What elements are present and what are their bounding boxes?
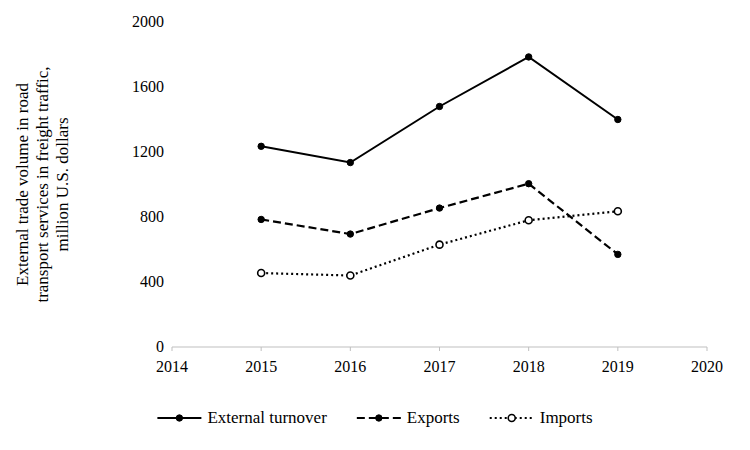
- x-tick: [707, 347, 708, 351]
- legend-marker: [508, 415, 515, 422]
- legend-entry: Exports: [357, 408, 460, 427]
- data-point: [615, 251, 621, 257]
- y-tick-label: 1200: [132, 143, 164, 160]
- legend-label: Exports: [407, 408, 460, 427]
- y-tick-label: 0: [156, 338, 164, 355]
- y-tick-label: 1600: [132, 78, 164, 95]
- data-point: [436, 103, 442, 109]
- data-point: [347, 159, 353, 165]
- x-tick-label: 2015: [245, 358, 277, 375]
- y-tick: [168, 347, 172, 348]
- y-tick-label: 2000: [132, 13, 164, 30]
- x-tick: [261, 347, 262, 351]
- x-tick-label: 2016: [334, 358, 366, 375]
- x-tick-label: 2019: [602, 358, 634, 375]
- data-point: [525, 180, 531, 186]
- legend-marker: [376, 415, 382, 421]
- x-tick: [439, 347, 440, 351]
- y-tick: [168, 152, 172, 153]
- series-line: [261, 184, 618, 255]
- data-point: [436, 205, 442, 211]
- x-tick-label: 2020: [691, 358, 723, 375]
- y-axis-label: million U.S. dollars: [53, 117, 72, 251]
- y-tick: [168, 282, 172, 283]
- legend-entry: External turnover: [157, 408, 327, 427]
- x-tick: [617, 347, 618, 351]
- x-tick-label: 2018: [513, 358, 545, 375]
- series-line: [261, 211, 618, 275]
- y-tick: [168, 22, 172, 23]
- data-point: [347, 231, 353, 237]
- data-point: [436, 241, 443, 248]
- data-point: [614, 208, 621, 215]
- data-point: [525, 54, 531, 60]
- legend-label: External turnover: [207, 408, 327, 427]
- data-point: [525, 217, 532, 224]
- legend-label: Imports: [540, 408, 593, 427]
- data-point: [258, 270, 265, 277]
- y-tick-label: 400: [140, 273, 164, 290]
- data-point: [615, 116, 621, 122]
- y-tick: [168, 217, 172, 218]
- series-line: [261, 57, 618, 163]
- x-tick: [172, 347, 173, 351]
- x-tick-label: 2014: [156, 358, 188, 375]
- data-point: [258, 216, 264, 222]
- chart: 0 400 800 1200 1600 2000 2014 2015 2016 2017 2018 2…: [0, 0, 750, 450]
- y-axis-label: External trade volume in road: [13, 83, 32, 286]
- legend-marker: [176, 415, 182, 421]
- x-tick-label: 2017: [424, 358, 456, 375]
- plot-area: [258, 54, 622, 279]
- data-point: [347, 272, 354, 279]
- y-tick-label: 800: [140, 208, 164, 225]
- x-tick: [528, 347, 529, 351]
- legend-entry: Imports: [490, 408, 593, 427]
- data-point: [258, 143, 264, 149]
- x-tick: [350, 347, 351, 351]
- legend: External turnover Exports Imports: [157, 408, 592, 427]
- y-tick: [168, 87, 172, 88]
- y-axis-label: transport services in freight traffic,: [33, 66, 52, 302]
